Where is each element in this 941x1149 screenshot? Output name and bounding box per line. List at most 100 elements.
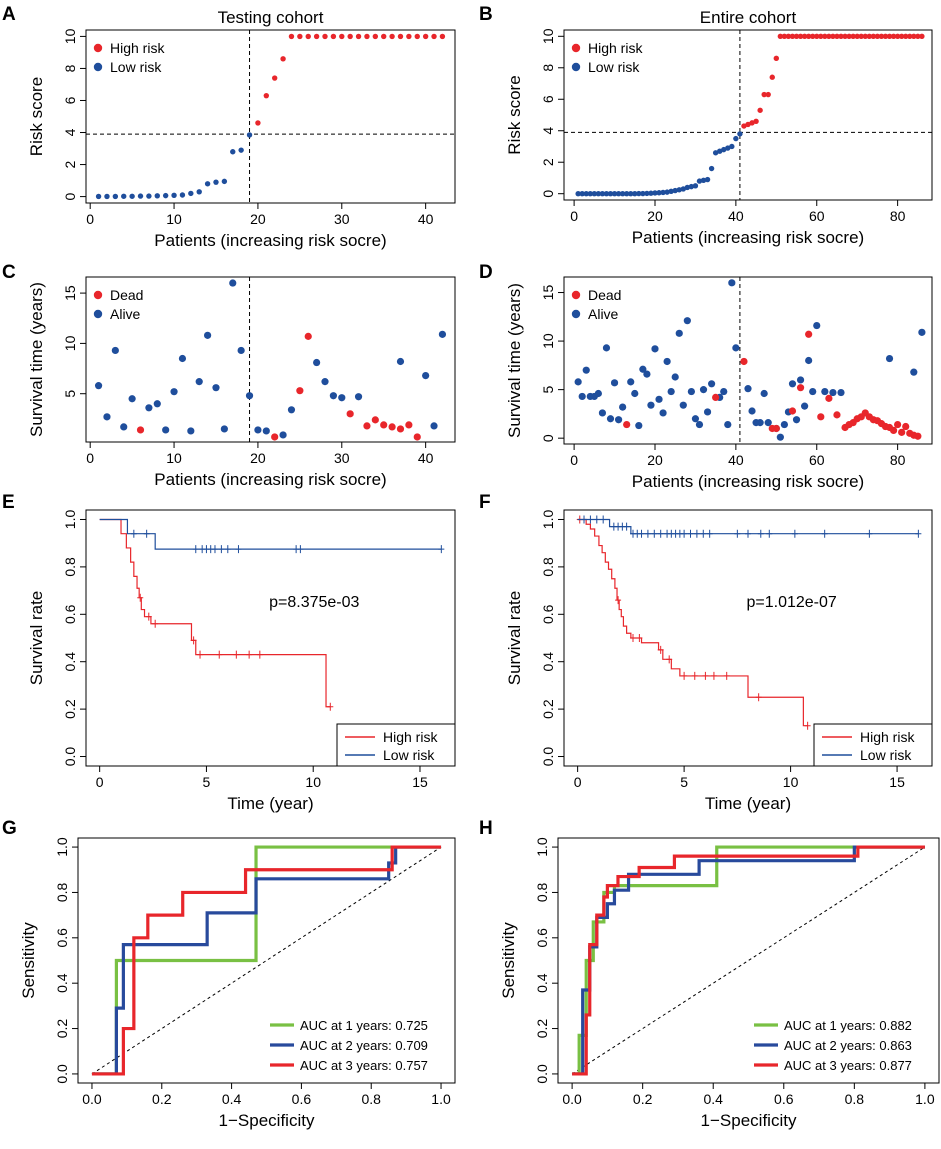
data-point-high-risk [439,33,446,40]
data-point-alive [667,387,675,396]
y-tick-label: 0.2 [54,1019,70,1039]
data-point-low-risk [696,178,703,184]
data-point-alive [760,389,768,398]
data-point-dead [388,423,396,431]
y-tick-label: 15 [62,285,78,301]
y-tick-label: 0 [540,190,556,198]
data-point-low-risk [644,190,650,197]
data-point-low-risk [721,146,727,153]
data-point-low-risk [636,190,642,197]
x-tick-label: 0 [574,774,582,790]
data-point-low-risk [615,191,622,197]
censor-mark [192,545,199,554]
x-tick-label: 10 [166,211,182,227]
data-point-alive [829,388,837,397]
censor-mark [197,650,204,659]
data-point-low-risk [660,189,666,196]
y-tick-label: 0.6 [534,928,550,948]
data-point-low-risk [648,190,654,196]
x-tick-label: 0 [86,450,94,466]
plot-frame [563,29,933,201]
data-point-alive [631,389,639,398]
data-point-high-risk [866,33,873,39]
x-tick-label: 0.8 [845,1091,865,1107]
data-point-dead [346,410,354,418]
censor-mark [581,515,588,524]
data-point-alive [708,380,716,388]
y-axis-label: Survival rate [505,591,524,685]
data-point-high-risk [431,33,437,40]
data-point-low-risk [708,165,715,172]
x-axis-label: Patients (increasing risk socre) [632,472,864,491]
censor-mark [130,529,137,538]
y-tick-label: 5 [62,390,78,398]
data-point-low-risk [587,191,593,197]
censor-mark [821,529,828,538]
y-tick-label: 2 [62,160,78,168]
legend-marker [93,309,103,319]
data-point-alive [809,387,817,396]
legend-label: Dead [110,287,143,303]
data-point-alive [788,380,797,388]
data-point-low-risk [196,189,202,195]
censor-mark [734,529,741,538]
data-point-dead [894,420,902,429]
x-tick-label: 10 [166,450,182,466]
x-tick-label: 5 [680,774,688,790]
data-point-dead [740,357,748,366]
data-point-low-risk [725,145,731,151]
data-point-alive [724,420,732,429]
y-axis-label: Sensitivity [499,922,518,999]
data-point-low-risk [575,191,581,197]
data-point-low-risk [607,191,614,197]
data-point-low-risk [171,192,177,199]
data-point-low-risk [221,178,228,185]
y-tick-label: 0.2 [62,699,78,719]
censor-mark [866,529,873,538]
data-point-high-risk [753,118,759,124]
data-point-alive [744,385,752,393]
y-axis-label: Survival time (years) [27,282,46,437]
data-point-low-risk [595,191,602,197]
data-point-alive [918,328,926,336]
plot-frame [563,276,933,445]
y-tick-label: 10 [62,335,78,351]
data-point-high-risk [822,33,828,39]
y-tick-label: 0.4 [54,973,70,993]
panel-f-km-entire: 0 5 10 15 0.0 0.2 0.4 0.6 0.8 1.0 Time (year) Survi… [505,509,933,813]
data-point-alive [610,379,619,387]
data-point-high-risk [894,33,901,39]
data-point-alive [602,344,611,352]
data-point-alive [732,344,740,352]
y-tick-label: 0.8 [54,883,70,903]
data-point-high-risk [789,33,796,39]
panel-e-km-testing: 0 5 10 15 0.0 0.2 0.4 0.6 0.8 1.0 Time (year) Survi… [27,509,456,813]
data-point-low-risk [692,183,699,189]
data-point-alive [671,373,679,381]
data-point-alive [582,366,590,374]
legend-marker [571,309,581,319]
data-point-alive [643,370,651,378]
data-point-high-risk [777,33,784,39]
data-point-low-risk [204,181,211,187]
data-point-high-risk [305,33,311,40]
data-point-high-risk [793,33,800,39]
data-point-dead [712,393,720,401]
data-point-high-risk [850,33,856,39]
y-axis-label: Sensitivity [19,922,38,999]
data-point-alive [805,356,813,365]
x-tick-label: 1.0 [431,1091,451,1107]
censor-mark [297,545,304,554]
roc-curve [91,845,442,1076]
data-point-high-risk [406,33,412,40]
x-tick-label: 0.4 [703,1091,723,1107]
data-point-alive [885,354,894,363]
data-point-alive [801,402,809,410]
data-point-high-risk [907,33,913,39]
y-tick-label: 0.8 [62,557,78,577]
data-point-alive [687,387,695,396]
censor-mark [706,529,713,538]
data-point-high-risk [288,33,295,40]
data-point-alive [691,415,700,423]
censor-mark [723,671,730,680]
